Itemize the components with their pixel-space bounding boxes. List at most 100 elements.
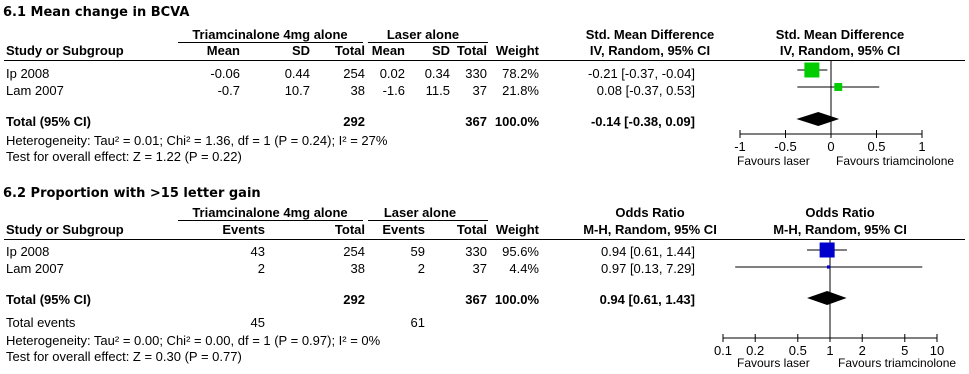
study-marker <box>826 265 831 269</box>
cell-ci: -0.21 [-0.37, -0.04] <box>588 66 695 81</box>
col-header-weight: Weight <box>495 222 539 237</box>
total-control: 367 <box>465 292 487 307</box>
total-ci: 0.94 [0.61, 1.43] <box>599 292 695 307</box>
total-ci: -0.14 [-0.38, 0.09] <box>590 114 695 129</box>
total-events-treatment: 45 <box>250 315 265 330</box>
axis-tick-label: 0.2 <box>746 343 764 358</box>
axis-tick-label: 0.5 <box>789 343 807 358</box>
group-header-treatment: Triamcinalone 4mg alone <box>192 27 348 42</box>
cell-events-control: 59 <box>410 244 425 259</box>
axis-tick-label: 1 <box>826 343 833 358</box>
col-header-total-control: Total <box>456 43 487 58</box>
study-name: Ip 2008 <box>6 66 50 81</box>
favours-left: Favours laser <box>737 356 810 370</box>
col-header-total: Total <box>334 222 365 237</box>
effect-header-line1: Std. Mean Difference <box>585 27 715 42</box>
cell-events: 2 <box>257 261 265 276</box>
cell-ci: 0.94 [0.61, 1.44] <box>601 244 695 259</box>
total-label: Total (95% CI) <box>6 114 91 129</box>
pooled-diamond <box>796 112 840 126</box>
study-name: Ip 2008 <box>6 244 50 259</box>
cell-total-control: 330 <box>465 66 487 81</box>
axis-tick-label: 0.1 <box>714 343 732 358</box>
plot-header-line1: Odds Ratio <box>805 205 875 220</box>
axis-tick-label: 1 <box>918 139 925 154</box>
cell-total: 254 <box>343 244 365 259</box>
col-header-total: Total <box>334 43 365 58</box>
cell-ci: 0.97 [0.13, 7.29] <box>601 261 695 276</box>
cell-total-control: 330 <box>465 244 487 259</box>
col-header-events-control: Events <box>382 222 425 237</box>
col-header-study: Study or Subgroup <box>6 222 124 237</box>
overall-effect-text: Test for overall effect: Z = 0.30 (P = 0… <box>6 349 242 364</box>
cell-total-control: 37 <box>472 261 487 276</box>
cell-weight: 4.4% <box>509 261 539 276</box>
col-header-sd: SD <box>291 43 310 58</box>
total-treatment: 292 <box>343 114 365 129</box>
col-header-weight: Weight <box>495 43 539 58</box>
cell-sd-control: 0.34 <box>424 66 450 81</box>
axis-tick-label: 10 <box>930 343 944 358</box>
plot-header-line2: M-H, Random, 95% CI <box>773 222 907 237</box>
cell-weight: 21.8% <box>502 83 539 98</box>
favours-right: Favours triamcinolone <box>836 154 955 168</box>
axis-tick-label: -0.5 <box>774 139 796 154</box>
axis-tick-label: 5 <box>901 343 908 358</box>
group-header-control: Laser alone <box>386 27 460 42</box>
total-events-control: 61 <box>410 315 425 330</box>
cell-mean: -0.06 <box>210 66 240 81</box>
col-header-mean-control: Mean <box>371 43 405 58</box>
section-title-bcva: 6.1 Mean change in BCVA <box>3 5 190 20</box>
plot-header-line1: Std. Mean Difference <box>775 27 905 42</box>
cell-events: 43 <box>250 244 265 259</box>
col-header-sd-control: SD <box>431 43 450 58</box>
col-header-events: Events <box>222 222 265 237</box>
section-title-letter-gain: 6.2 Proportion with >15 letter gain <box>3 186 261 201</box>
col-header-study: Study or Subgroup <box>6 43 124 58</box>
axis-tick-label: 2 <box>859 343 866 358</box>
group-header-control: Laser alone <box>383 205 457 220</box>
favours-right: Favours triamcinolone <box>838 356 957 370</box>
cell-mean-control: 0.02 <box>379 66 405 81</box>
cell-mean-control: -1.6 <box>382 83 405 98</box>
axis-tick-label: 0 <box>827 139 834 154</box>
effect-header-line2: M-H, Random, 95% CI <box>583 222 717 237</box>
cell-mean: -0.7 <box>217 83 240 98</box>
cell-total: 38 <box>350 261 365 276</box>
cell-total-control: 37 <box>472 83 487 98</box>
group-header-treatment: Triamcinalone 4mg alone <box>192 205 348 220</box>
study-marker <box>834 83 843 91</box>
cell-weight: 78.2% <box>502 66 539 81</box>
study-marker <box>804 62 820 78</box>
total-treatment: 292 <box>343 292 365 307</box>
cell-ci: 0.08 [-0.37, 0.53] <box>596 83 695 98</box>
cell-events-control: 2 <box>417 261 425 276</box>
total-weight: 100.0% <box>494 292 539 307</box>
total-label: Total (95% CI) <box>6 292 91 307</box>
total-events-label: Total events <box>6 315 76 330</box>
effect-header-line1: Odds Ratio <box>615 205 685 220</box>
col-header-total-control: Total <box>456 222 487 237</box>
total-control: 367 <box>465 114 487 129</box>
overall-effect-text: Test for overall effect: Z = 1.22 (P = 0… <box>6 149 242 164</box>
study-name: Lam 2007 <box>6 261 64 276</box>
favours-left: Favours laser <box>737 154 810 168</box>
heterogeneity-text: Heterogeneity: Tau² = 0.00; Chi² = 0.00,… <box>6 333 381 348</box>
effect-header-line2: IV, Random, 95% CI <box>589 43 711 58</box>
study-marker <box>819 242 835 258</box>
cell-sd-control: 11.5 <box>425 83 450 98</box>
study-name: Lam 2007 <box>6 83 64 98</box>
pooled-diamond <box>807 291 847 305</box>
axis-tick-label: 0.5 <box>867 139 885 154</box>
plot-header-line2: IV, Random, 95% CI <box>779 43 901 58</box>
axis-tick-label: -1 <box>734 139 746 154</box>
total-weight: 100.0% <box>494 114 539 129</box>
cell-sd: 0.44 <box>284 66 310 81</box>
cell-weight: 95.6% <box>502 244 539 259</box>
cell-sd: 10.7 <box>284 83 310 98</box>
cell-total: 38 <box>350 83 365 98</box>
heterogeneity-text: Heterogeneity: Tau² = 0.01; Chi² = 1.36,… <box>6 133 388 148</box>
cell-total: 254 <box>343 66 365 81</box>
col-header-mean: Mean <box>206 43 240 58</box>
